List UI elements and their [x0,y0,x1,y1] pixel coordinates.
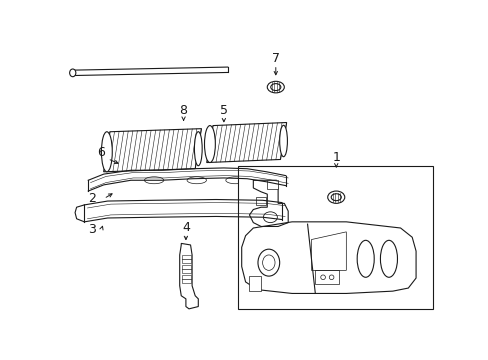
Text: 6: 6 [97,146,105,159]
Bar [315,270,338,284]
Ellipse shape [279,125,287,157]
Ellipse shape [258,249,279,276]
Bar [182,275,190,283]
Text: 3: 3 [88,223,96,236]
Ellipse shape [144,177,163,184]
Ellipse shape [356,240,373,277]
Text: 7: 7 [271,52,279,65]
Bar [237,166,432,309]
Circle shape [320,275,325,280]
Bar [182,265,190,273]
Ellipse shape [263,212,277,222]
Ellipse shape [225,177,244,184]
Ellipse shape [194,132,202,166]
Bar [256,197,265,205]
Text: 2: 2 [88,192,96,205]
Ellipse shape [262,255,274,270]
Ellipse shape [380,240,397,277]
Text: 5: 5 [220,104,227,117]
Text: 1: 1 [332,150,340,164]
Bar [182,255,190,263]
Text: 8: 8 [179,104,187,117]
Text: 4: 4 [182,221,189,234]
Ellipse shape [270,84,280,91]
Circle shape [328,275,333,280]
Ellipse shape [69,69,76,77]
Ellipse shape [327,191,344,203]
Bar [267,180,278,189]
Ellipse shape [187,177,206,184]
Ellipse shape [267,81,284,93]
Ellipse shape [330,194,341,201]
Ellipse shape [101,132,112,172]
Ellipse shape [204,126,215,163]
Bar [249,276,261,291]
